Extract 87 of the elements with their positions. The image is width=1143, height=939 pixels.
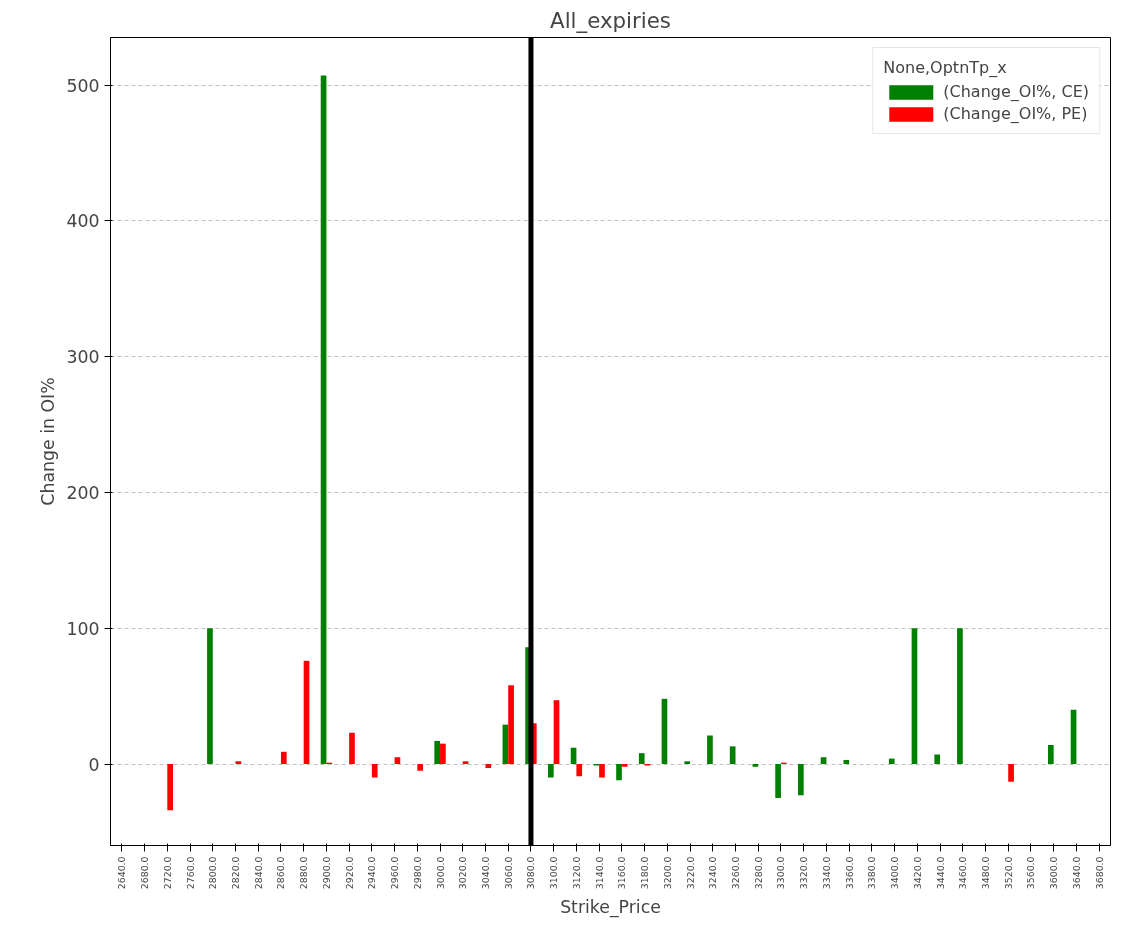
x-tick-label: 3520.0	[1002, 856, 1014, 890]
x-tick-label: 3560.0	[1025, 856, 1037, 890]
bar	[1048, 745, 1054, 765]
x-axis-title: Strike_Price	[560, 897, 661, 919]
chart-title: All_expiries	[550, 7, 671, 33]
bar	[280, 751, 287, 765]
legend-title: None,OptnTp_x	[883, 58, 1008, 77]
bar	[616, 764, 622, 781]
bar	[349, 732, 355, 765]
x-tick-label: 2900.0	[320, 856, 332, 890]
x-tick-label: 3360.0	[843, 856, 855, 890]
bar	[599, 764, 605, 778]
x-tick-label: 2860.0	[275, 856, 287, 890]
bar	[508, 685, 514, 765]
x-tick-label: 3080.0	[525, 856, 537, 890]
x-tick-label: 3220.0	[684, 856, 696, 890]
x-tick-label: 2920.0	[343, 856, 355, 890]
legend-label: (Change_OI%, PE)	[943, 104, 1088, 123]
y-tick-label: 0	[88, 754, 100, 775]
x-tick-label: 3060.0	[502, 856, 514, 890]
legend-label: (Change_OI%, CE)	[943, 82, 1089, 101]
x-tick-label: 2800.0	[207, 856, 219, 890]
bar	[798, 764, 804, 796]
bar	[1008, 764, 1014, 782]
bar	[548, 764, 554, 778]
bar	[207, 628, 213, 765]
bar	[729, 746, 736, 765]
bar	[434, 740, 441, 765]
bar	[417, 764, 423, 771]
x-tick-label: 2940.0	[366, 856, 378, 890]
y-axis-title: Change in OI%	[38, 377, 59, 506]
x-tick-label: 3160.0	[616, 856, 628, 890]
x-tick-label: 3480.0	[980, 856, 991, 890]
y-tick-label: 500	[66, 75, 100, 96]
x-tick-label: 3420.0	[911, 856, 923, 890]
bar	[621, 764, 628, 767]
x-tick-label: 3680.0	[1093, 856, 1105, 890]
x-tick-label: 3260.0	[730, 856, 741, 890]
x-tick-label: 2640.0	[116, 856, 128, 890]
x-tick-label: 2720.0	[161, 856, 173, 890]
y-tick-label: 300	[66, 347, 100, 368]
bar	[843, 759, 850, 765]
x-tick-label: 2980.0	[411, 856, 423, 890]
x-tick-label: 2960.0	[389, 856, 401, 890]
x-tick-label: 3460.0	[957, 856, 969, 890]
bar	[707, 735, 713, 765]
bar	[462, 761, 469, 765]
bar	[235, 761, 242, 765]
x-tick-label: 3440.0	[934, 856, 946, 890]
x-tick-label: 3600.0	[1048, 856, 1060, 890]
x-tick-label: 2840.0	[252, 856, 264, 890]
bar	[752, 764, 759, 767]
x-tick-label: 3020.0	[457, 856, 469, 890]
bar	[371, 764, 378, 778]
x-tick-label: 3180.0	[639, 856, 651, 890]
bar	[957, 628, 963, 765]
x-tick-label: 3640.0	[1070, 856, 1082, 890]
bar	[440, 743, 446, 765]
x-tick-label: 3320.0	[798, 856, 810, 890]
bar	[934, 754, 941, 765]
x-tick-label: 3040.0	[480, 856, 491, 890]
bar	[684, 761, 691, 765]
x-tick-label: 3380.0	[866, 856, 878, 890]
x-tick-label: 2880.0	[298, 856, 310, 890]
y-tick-label: 200	[66, 482, 100, 503]
x-tick-label: 3000.0	[434, 856, 446, 890]
bar	[394, 757, 401, 765]
x-tick-label: 3280.0	[752, 856, 764, 890]
x-tick-label: 3400.0	[889, 856, 901, 890]
x-tick-label: 3200.0	[661, 856, 673, 890]
bar	[576, 764, 583, 777]
x-tick-label: 2820.0	[230, 856, 241, 890]
x-tick-label: 3120.0	[570, 856, 582, 890]
y-tick-label: 400	[66, 211, 100, 232]
bar	[167, 764, 173, 811]
bar	[638, 753, 645, 765]
x-tick-label: 2760.0	[184, 856, 196, 890]
bar	[888, 758, 895, 765]
bar	[820, 757, 827, 765]
x-tick-label: 3300.0	[775, 856, 787, 890]
x-tick-label: 3140.0	[593, 856, 605, 890]
y-tick-label: 100	[66, 618, 100, 639]
x-tick-label: 3240.0	[707, 856, 719, 890]
x-tick-label: 3100.0	[548, 856, 560, 890]
x-tick-label: 2680.0	[139, 856, 151, 890]
bar	[775, 764, 781, 798]
x-tick-label: 3340.0	[820, 856, 832, 890]
